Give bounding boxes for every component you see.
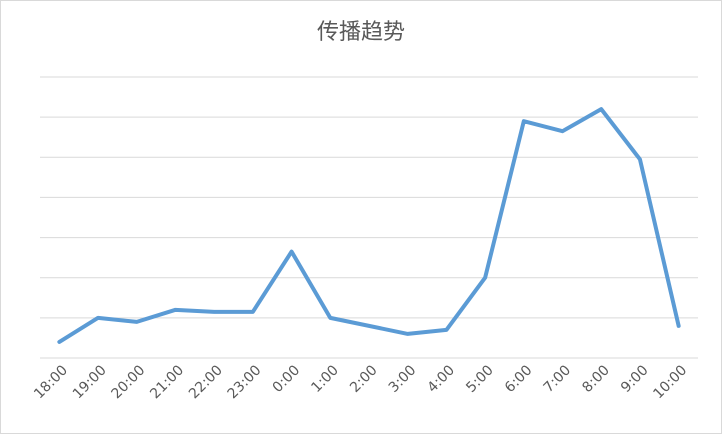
- chart-title: 传播趋势: [317, 20, 405, 45]
- line: [57, 107, 681, 344]
